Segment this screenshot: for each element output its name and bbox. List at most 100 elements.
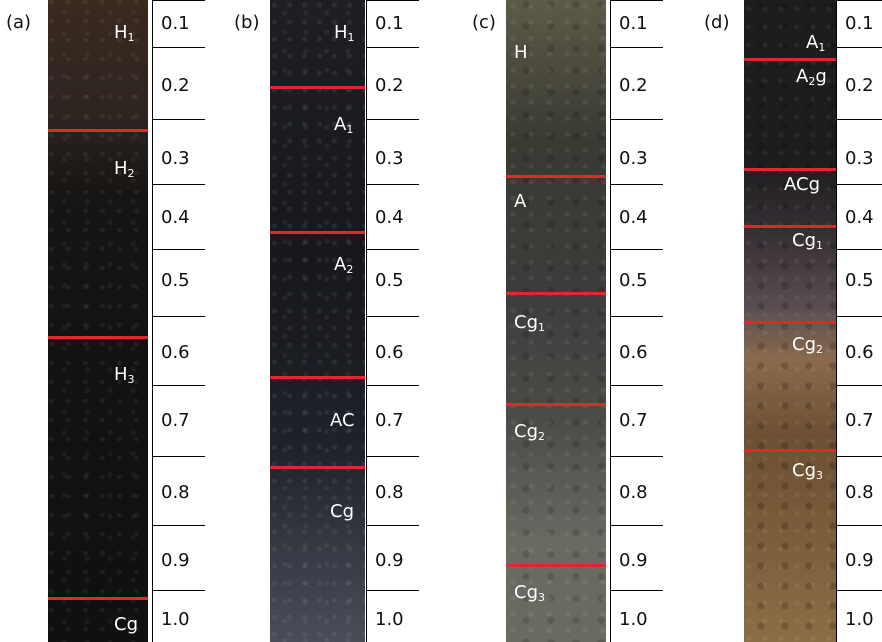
depth-cell: 0.9 (611, 526, 663, 591)
depth-cell: 0.7 (153, 386, 205, 457)
horizon-label: H (514, 42, 528, 63)
horizon-label: Cg2 (514, 421, 545, 443)
horizon-boundary (270, 466, 365, 469)
depth-label: 0.8 (375, 482, 404, 503)
depth-label: 0.3 (161, 148, 190, 169)
depth-label: 0.4 (375, 207, 404, 228)
horizon-label: AC (330, 410, 355, 431)
depth-label: 0.8 (619, 482, 648, 503)
horizon-label: A (514, 191, 527, 212)
depth-cell: 0.8 (837, 457, 882, 526)
panel-letter: (a) (6, 12, 32, 33)
depth-label: 0.6 (375, 342, 404, 363)
depth-cell: 1.0 (367, 591, 419, 642)
panel-letter: (b) (234, 12, 260, 33)
depth-cell: 0.9 (153, 526, 205, 591)
depth-cell: 0.3 (153, 120, 205, 185)
horizon-boundary (506, 564, 606, 567)
soil-core-image: A1 A2g ACg Cg1 Cg2 Cg3 (744, 0, 836, 642)
depth-label: 0.4 (161, 207, 190, 228)
depth-label: 0.3 (619, 148, 648, 169)
horizon-label: Cg1 (514, 312, 545, 334)
horizon-boundary (270, 231, 365, 234)
depth-label: 0.1 (619, 13, 648, 34)
depth-label: 0.1 (161, 13, 190, 34)
depth-cell: 0.1 (153, 0, 205, 48)
depth-cell: 1.0 (611, 591, 663, 642)
depth-cell: 0.4 (837, 185, 882, 250)
depth-cell: 0.6 (367, 317, 419, 386)
depth-cell: 0.6 (153, 317, 205, 386)
horizon-label: H1 (334, 22, 355, 44)
horizon-boundary (48, 129, 148, 132)
depth-label: 0.5 (845, 270, 874, 291)
depth-cell: 0.2 (837, 47, 882, 120)
panel-c: (c) H A Cg1 Cg2 Cg3 0.1 0.2 0.3 0.4 0.5 … (444, 0, 666, 642)
panel-letter: (c) (472, 12, 496, 33)
depth-label: 0.3 (375, 148, 404, 169)
depth-label: 0.1 (375, 13, 404, 34)
depth-label: 0.1 (845, 13, 874, 34)
horizon-boundary (506, 175, 606, 178)
horizon-boundary (48, 336, 148, 339)
depth-label: 0.5 (375, 270, 404, 291)
depth-cell: 0.1 (367, 0, 419, 48)
horizon-label: A1 (806, 32, 826, 54)
depth-label: 0.5 (161, 270, 190, 291)
depth-label: 0.9 (375, 550, 404, 571)
depth-cell: 0.6 (837, 317, 882, 386)
depth-label: 1.0 (375, 609, 404, 630)
depth-scale: 0.1 0.2 0.3 0.4 0.5 0.6 0.7 0.8 0.9 1.0 (152, 0, 205, 642)
depth-cell: 0.2 (367, 47, 419, 120)
horizon-boundary (744, 168, 836, 171)
horizon-label: A2g (796, 66, 827, 88)
depth-label: 1.0 (161, 609, 190, 630)
depth-cell: 0.5 (837, 250, 882, 317)
horizon-label: Cg3 (514, 582, 545, 604)
depth-label: 0.7 (375, 410, 404, 431)
depth-label: 0.4 (619, 207, 648, 228)
depth-cell: 0.3 (367, 120, 419, 185)
horizon-label: Cg1 (792, 230, 823, 252)
depth-cell: 0.7 (837, 386, 882, 457)
horizon-label: ACg (784, 174, 820, 195)
depth-label: 0.6 (161, 342, 190, 363)
depth-label: 0.6 (845, 342, 874, 363)
panel-b: (b) H1 A1 A2 AC Cg 0.1 0.2 0.3 0.4 0.5 0… (222, 0, 444, 642)
horizon-label: Cg2 (792, 334, 823, 356)
horizon-label: H2 (114, 158, 135, 180)
depth-cell: 0.3 (837, 120, 882, 185)
depth-label: 0.7 (845, 410, 874, 431)
horizon-boundary (506, 403, 606, 406)
horizon-boundary (48, 597, 148, 600)
depth-cell: 0.1 (837, 0, 882, 48)
horizon-label: H1 (114, 22, 135, 44)
depth-label: 0.9 (161, 550, 190, 571)
depth-scale: 0.1 0.2 0.3 0.4 0.5 0.6 0.7 0.8 0.9 1.0 (610, 0, 663, 642)
depth-cell: 0.4 (153, 185, 205, 250)
depth-cell: 0.7 (611, 386, 663, 457)
depth-label: 0.7 (161, 410, 190, 431)
soil-core-image: H1 H2 H3 Cg (48, 0, 148, 642)
horizon-boundary (744, 225, 836, 228)
depth-cell: 0.8 (611, 457, 663, 526)
panel-d: (d) A1 A2g ACg Cg1 Cg2 Cg3 0.1 0.2 0.3 0… (666, 0, 882, 642)
depth-label: 0.3 (845, 148, 874, 169)
horizon-boundary (506, 292, 606, 295)
depth-cell: 0.2 (153, 47, 205, 120)
depth-label: 0.2 (375, 75, 404, 96)
depth-cell: 0.5 (153, 250, 205, 317)
depth-label: 0.7 (619, 410, 648, 431)
horizon-label: H3 (114, 364, 135, 386)
depth-scale: 0.1 0.2 0.3 0.4 0.5 0.6 0.7 0.8 0.9 1.0 (836, 0, 882, 642)
horizon-boundary (270, 376, 365, 379)
depth-label: 0.9 (845, 550, 874, 571)
depth-cell: 0.3 (611, 120, 663, 185)
depth-label: 0.2 (619, 75, 648, 96)
depth-cell: 0.5 (611, 250, 663, 317)
depth-label: 1.0 (619, 609, 648, 630)
horizon-boundary (744, 321, 836, 324)
panel-letter: (d) (704, 12, 730, 33)
depth-label: 0.5 (619, 270, 648, 291)
depth-cell: 0.8 (153, 457, 205, 526)
